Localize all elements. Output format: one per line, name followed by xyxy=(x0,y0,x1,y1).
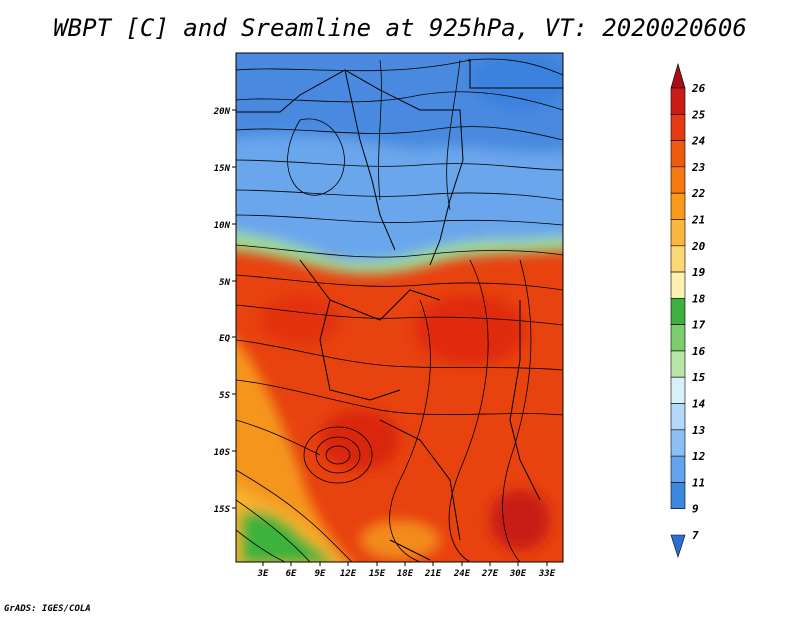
colorbar-swatch xyxy=(670,140,686,168)
colorbar-label: 24 xyxy=(691,135,706,148)
colorbar-label: 15 xyxy=(692,371,706,384)
colorbar-swatch xyxy=(670,219,686,247)
colorbar-label: 11 xyxy=(692,476,705,489)
colorbar-label: 16 xyxy=(692,345,706,358)
lon-label: 9E xyxy=(315,569,326,579)
latitude-axis: 20N 15N 10N 5N EQ 5S 10S 15S xyxy=(213,107,236,515)
grads-credit: GrADS: IGES/COLA xyxy=(4,604,91,614)
lat-label: 5S xyxy=(219,391,230,401)
lat-label: 10N xyxy=(214,221,231,231)
colorbar-label: 20 xyxy=(691,240,706,253)
lon-label: 18E xyxy=(397,569,414,579)
lon-label: 21E xyxy=(424,569,442,579)
colorbar-label: 26 xyxy=(691,82,706,95)
colorbar-label: 14 xyxy=(692,398,706,411)
wbpt-field xyxy=(236,53,563,562)
colorbar-swatch xyxy=(670,87,686,115)
lon-label: 33E xyxy=(538,569,556,579)
colorbar-label: 12 xyxy=(692,450,706,463)
colorbar-swatch xyxy=(670,166,686,194)
colorbar-label: 18 xyxy=(692,292,706,305)
colorbar-swatch xyxy=(670,376,686,404)
lat-label: 15N xyxy=(214,164,231,174)
colorbar-swatch xyxy=(670,455,686,483)
map-frame xyxy=(235,52,564,563)
colorbar-label: 25 xyxy=(691,108,706,121)
lat-label: 15S xyxy=(214,505,231,515)
streamlines xyxy=(236,58,563,562)
colorbar-swatch xyxy=(670,534,686,558)
lon-label: 12E xyxy=(340,569,357,579)
lon-label: 27E xyxy=(481,569,499,579)
colorbar-label: 19 xyxy=(692,266,706,279)
colorbar-swatch xyxy=(670,350,686,378)
lon-label: 30E xyxy=(509,569,527,579)
colorbar-swatch xyxy=(670,429,686,457)
colorbar-swatch xyxy=(670,62,686,89)
lon-label: 6E xyxy=(286,569,297,579)
lat-label: 10S xyxy=(214,448,231,458)
colorbar-swatch xyxy=(670,113,686,141)
colorbar-label: 23 xyxy=(691,161,706,174)
lon-label: 15E xyxy=(369,569,386,579)
map-title: WBPT [C] and Sreamline at 925hPa, VT: 20… xyxy=(53,14,747,42)
lat-label: EQ xyxy=(219,334,230,344)
colorbar-swatch xyxy=(670,271,686,299)
colorbar-label: 22 xyxy=(691,187,706,200)
colorbar-swatch xyxy=(670,403,686,431)
lat-label: 5N xyxy=(219,278,230,288)
country-borders xyxy=(236,60,563,561)
colorbar: 26 25 24 23 22 21 20 19 18 17 16 15 14 13 12 11 9 7 xyxy=(670,62,706,558)
colorbar-label: 13 xyxy=(692,424,706,437)
colorbar-swatch xyxy=(670,245,686,273)
colorbar-label: 17 xyxy=(692,319,706,332)
colorbar-swatch xyxy=(670,298,686,325)
colorbar-swatch xyxy=(670,324,686,352)
colorbar-label: 9 xyxy=(692,503,699,516)
colorbar-swatch xyxy=(670,482,686,510)
lon-label: 3E xyxy=(257,569,269,579)
lat-label: 20N xyxy=(213,107,231,117)
colorbar-label: 21 xyxy=(691,213,705,226)
colorbar-label: 7 xyxy=(692,529,699,542)
longitude-axis: 3E 6E 9E 12E 15E 18E 21E 24E 27E 30E 33E xyxy=(257,562,556,579)
colorbar-swatch xyxy=(670,192,686,220)
lon-label: 24E xyxy=(453,569,471,579)
